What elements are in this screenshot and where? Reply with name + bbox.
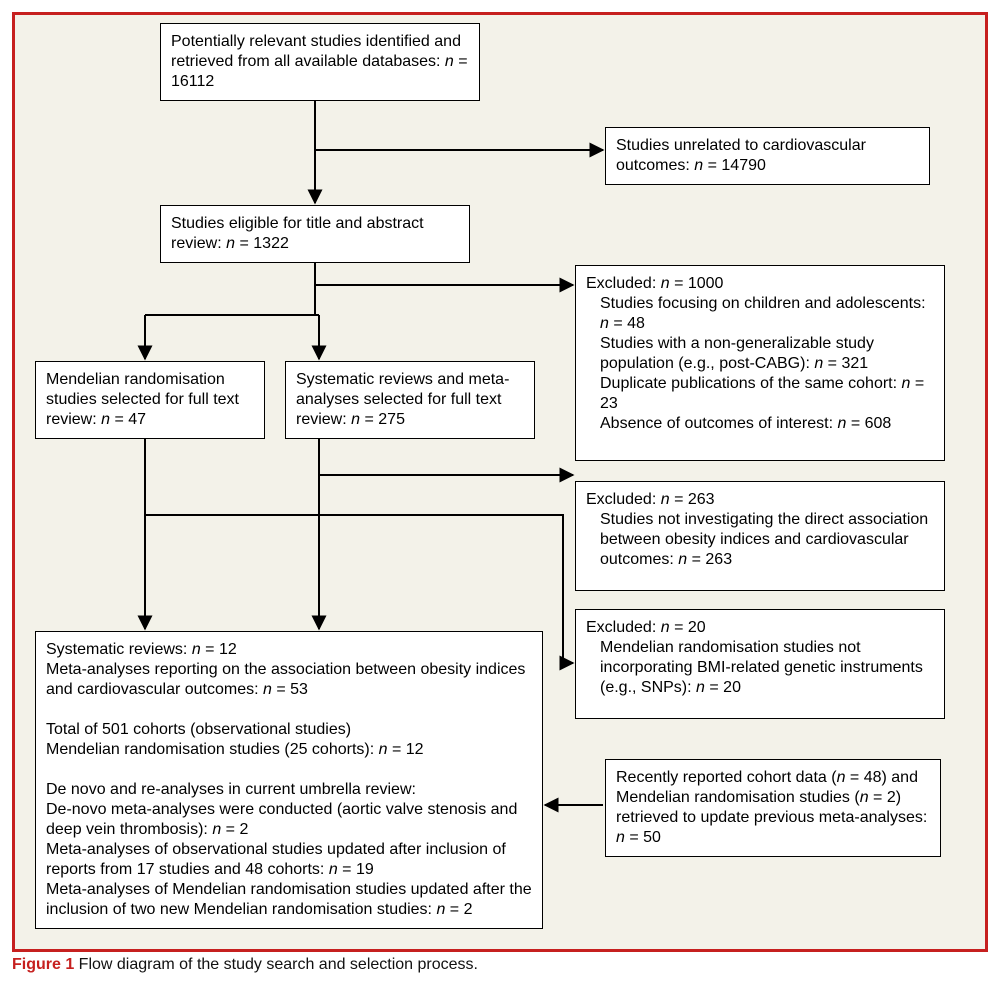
caption-text: Flow diagram of the study search and sel…: [74, 956, 478, 973]
flow-node-n5: Mendelian randomisation studies selected…: [35, 361, 265, 439]
figure-panel: Potentially relevant studies identified …: [12, 12, 988, 952]
caption-label: Figure 1: [12, 956, 74, 973]
flow-node-n3: Studies eligible for title and abstract …: [160, 205, 470, 263]
flow-node-n1: Potentially relevant studies identified …: [160, 23, 480, 101]
flow-node-n7: Excluded: n = 263Studies not investigati…: [575, 481, 945, 591]
flow-node-n10: Recently reported cohort data (n = 48) a…: [605, 759, 941, 857]
flow-node-n2: Studies unrelated to cardiovascular outc…: [605, 127, 930, 185]
flow-node-n6: Systematic reviews and meta-analyses sel…: [285, 361, 535, 439]
flow-node-n8: Excluded: n = 20Mendelian randomisation …: [575, 609, 945, 719]
figure-caption: Figure 1 Flow diagram of the study searc…: [12, 956, 988, 974]
flow-node-n9: Systematic reviews: n = 12Meta-analyses …: [35, 631, 543, 929]
flow-node-n4: Excluded: n = 1000Studies focusing on ch…: [575, 265, 945, 461]
